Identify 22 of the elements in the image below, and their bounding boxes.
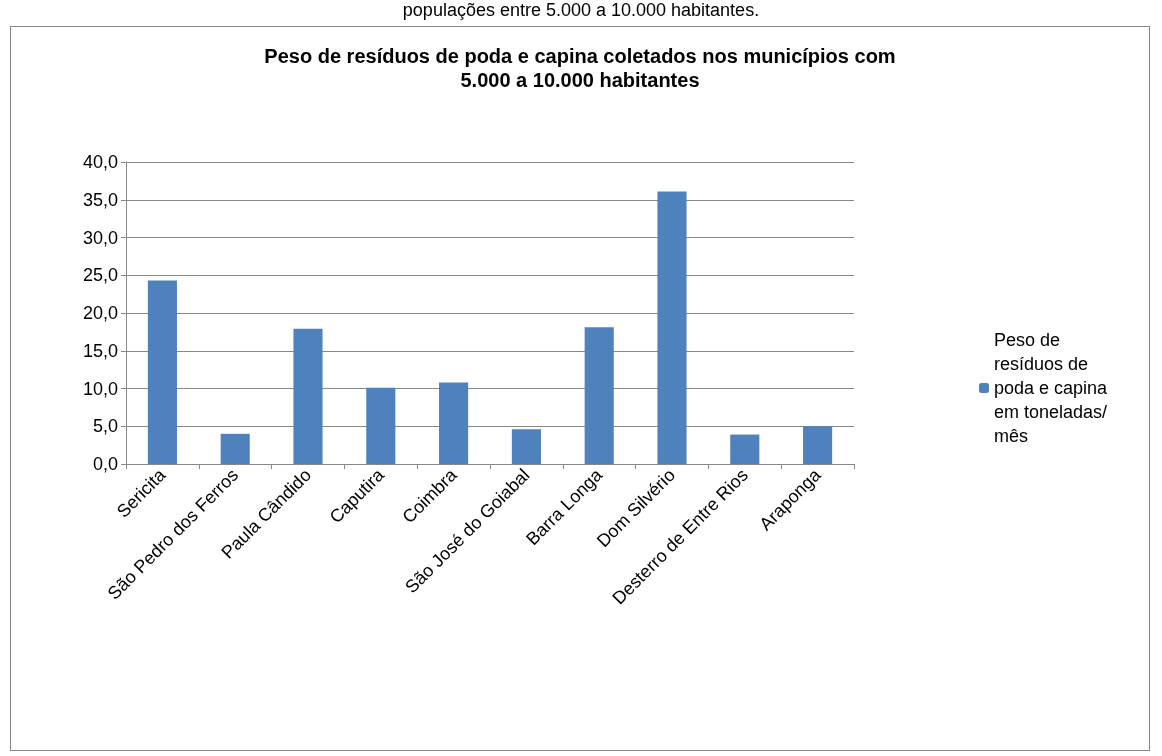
bar: [366, 387, 396, 464]
bar: [293, 328, 323, 464]
bar: [439, 382, 469, 464]
legend-label: Peso de resíduos de poda e capina em toneladas/mês: [994, 330, 1113, 446]
chart-title: Peso de resíduos de poda e capina coletados nos municípios com 5.000 a 10.000 habitantes: [264, 45, 896, 91]
y-tick-label: 5,0: [92, 416, 118, 437]
bar: [584, 327, 614, 464]
bar: [511, 429, 541, 464]
text: populações entre 5.000 a 10.000 habitantes.: [401, 0, 761, 21]
y-tick-label: 15,0: [82, 340, 118, 361]
bar: [147, 280, 177, 464]
bar: [657, 191, 687, 464]
bar: [803, 426, 833, 464]
y-tick-label: 0,0: [92, 454, 118, 474]
y-tick-label: 10,0: [82, 378, 118, 399]
y-tick-label: 40,0: [82, 152, 118, 172]
bar: [730, 434, 760, 464]
y-tick-label: 25,0: [82, 265, 118, 286]
y-tick-label: 20,0: [82, 303, 118, 323]
bar: [220, 433, 250, 464]
y-tick-label: 30,0: [82, 227, 118, 248]
y-tick-label: 35,0: [82, 189, 118, 210]
